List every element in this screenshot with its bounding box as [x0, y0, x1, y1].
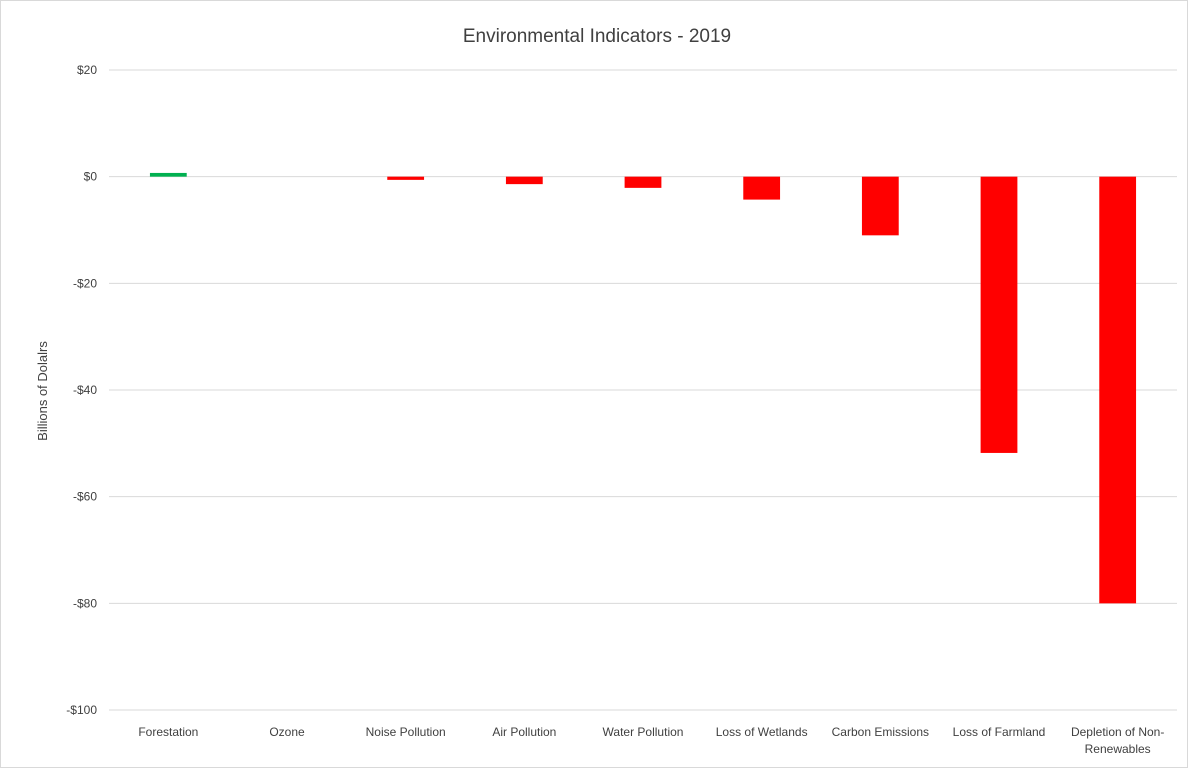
bar [624, 176, 662, 188]
x-tick-label: Loss of Farmland [953, 725, 1046, 739]
x-tick-label: Ozone [269, 725, 305, 739]
y-tick-label: -$80 [73, 596, 97, 610]
x-tick-label: Forestation [138, 725, 198, 739]
y-tick-label: -$40 [73, 383, 97, 397]
x-tick-label: Water Pollution [603, 725, 684, 739]
x-tick-label: Carbon Emissions [832, 725, 929, 739]
bar [743, 176, 781, 200]
chart-title: Environmental Indicators - 2019 [463, 26, 731, 47]
y-tick-labels: $20 $0 -$20 -$40 -$60 -$80 -$100 [66, 63, 97, 717]
y-tick-label: -$20 [73, 276, 97, 290]
y-tick-label: -$100 [66, 703, 97, 717]
y-tick-label: -$60 [73, 490, 97, 504]
x-tick-label: Air Pollution [492, 725, 556, 739]
bar [980, 176, 1018, 453]
y-tick-label: $0 [84, 170, 98, 184]
x-tick-label: Loss of Wetlands [716, 725, 808, 739]
bar [387, 176, 425, 180]
gridlines [109, 69, 1177, 711]
bar [149, 172, 187, 177]
y-tick-label: $20 [77, 63, 97, 77]
bars [149, 172, 1137, 604]
bar [1099, 176, 1137, 604]
bar [505, 176, 543, 185]
bar [861, 176, 899, 236]
x-tick-labels: Forestation Ozone Noise Pollution Air Pollu… [138, 725, 1164, 756]
x-tick-label: Depletion of Non-Renewables [1071, 725, 1164, 756]
x-tick-label: Noise Pollution [366, 725, 446, 739]
y-axis-label: Billions of Dolalrs [35, 341, 50, 441]
